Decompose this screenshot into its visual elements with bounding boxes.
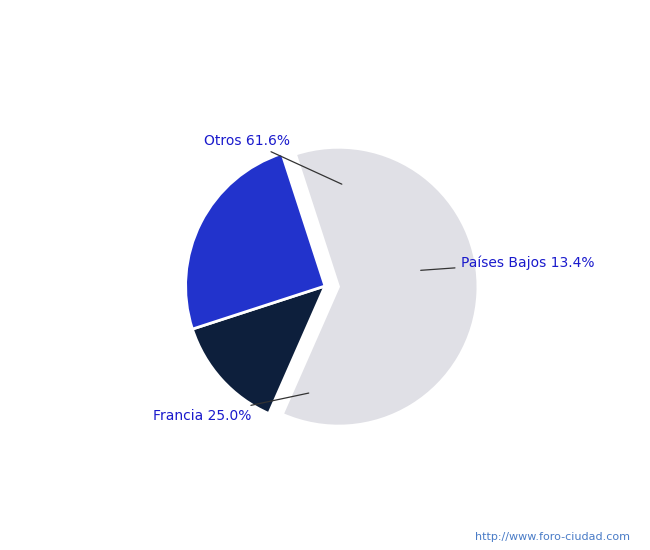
Text: http://www.foro-ciudad.com: http://www.foro-ciudad.com: [476, 532, 630, 542]
Text: Talamanca de Jarama - Turistas extranjeros según país - Abril de 2024: Talamanca de Jarama - Turistas extranjer…: [8, 14, 642, 31]
Text: Francia 25.0%: Francia 25.0%: [153, 393, 309, 423]
Text: Países Bajos 13.4%: Países Bajos 13.4%: [421, 256, 594, 270]
Wedge shape: [282, 147, 478, 426]
Wedge shape: [192, 286, 325, 414]
Wedge shape: [186, 153, 325, 329]
Text: Otros 61.6%: Otros 61.6%: [204, 134, 342, 184]
